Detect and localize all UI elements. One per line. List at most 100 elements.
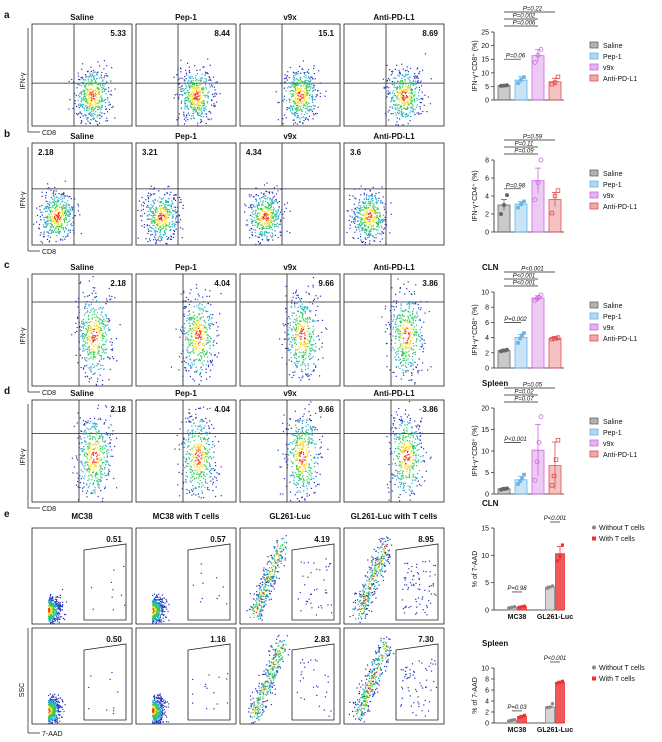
flow-dot	[80, 122, 82, 124]
flow-dot	[165, 199, 167, 201]
flow-dot	[305, 117, 307, 119]
flow-dot	[369, 243, 371, 245]
flow-dot	[402, 98, 404, 100]
flow-dot	[391, 70, 393, 72]
flow-dot	[393, 300, 395, 302]
flow-dot	[193, 107, 195, 109]
flow-dot	[186, 115, 188, 117]
flow-dot	[301, 343, 303, 345]
flow-dot	[409, 81, 411, 84]
flow-dot	[91, 342, 93, 345]
flow-dot	[399, 362, 401, 365]
flow-dot	[300, 344, 302, 346]
flow-dot	[370, 202, 372, 204]
flow-dot	[415, 345, 417, 347]
flow-dot	[418, 333, 420, 335]
flow-dot	[165, 242, 167, 244]
flow-dot	[428, 311, 430, 313]
flow-dot	[406, 108, 408, 110]
flow-dot	[200, 358, 203, 360]
flow-dot	[202, 116, 204, 118]
flow-dot	[92, 108, 94, 110]
flow-dot	[200, 367, 202, 369]
flow-dots	[137, 185, 184, 245]
flow-dot	[187, 90, 189, 92]
flow-dot	[303, 320, 305, 322]
flow-dot	[263, 215, 266, 217]
flow-dot	[69, 229, 71, 231]
flow-dot	[191, 336, 193, 338]
flow-dot	[295, 358, 297, 360]
flow-dot	[146, 225, 148, 227]
flow-dot	[294, 329, 296, 331]
flow-dot	[394, 107, 396, 109]
flow-dot	[198, 109, 200, 111]
flow-dot	[387, 90, 389, 92]
flow-dot	[283, 325, 285, 327]
flow-dot	[159, 224, 161, 227]
flow-dot	[142, 208, 144, 210]
flow-dot	[82, 340, 85, 342]
flow-dot	[358, 210, 360, 212]
flow-dot	[415, 77, 418, 79]
flow-dot	[138, 200, 140, 202]
flow-dot	[72, 229, 74, 231]
flow-dot	[105, 352, 107, 354]
flow-dot	[167, 211, 169, 213]
flow-dot	[197, 100, 199, 103]
flow-dot	[207, 323, 210, 325]
flow-dot	[80, 100, 82, 102]
flow-dot	[89, 99, 92, 102]
flow-dot	[284, 78, 286, 80]
flow-dot	[86, 109, 88, 111]
flow-panel-frame	[135, 23, 237, 127]
flow-dot	[261, 203, 263, 205]
flow-dot	[203, 102, 206, 104]
flow-dot	[197, 320, 199, 322]
flow-dot	[312, 319, 314, 321]
flow-dot	[252, 224, 254, 227]
flow-dot	[402, 75, 404, 77]
flow-dot	[304, 311, 306, 313]
flow-dot	[151, 218, 153, 220]
flow-dot	[208, 316, 211, 318]
flow-dot	[408, 318, 410, 320]
flow-dot	[290, 90, 292, 92]
flow-dot	[102, 83, 104, 85]
flow-dot	[97, 102, 99, 104]
flow-dot	[166, 213, 168, 216]
flow-dot	[159, 230, 161, 232]
flow-dot	[68, 204, 70, 206]
flow-dot	[156, 212, 158, 214]
flow-dot	[373, 240, 375, 242]
flow-dot	[82, 77, 84, 79]
flow-dot	[99, 327, 101, 329]
flow-dot	[358, 188, 360, 190]
flow-dot	[194, 100, 196, 102]
flow-dot	[396, 351, 398, 353]
flow-dot	[274, 214, 276, 216]
flow-dot	[185, 96, 187, 98]
flow-dot	[64, 207, 66, 209]
flow-dot	[419, 348, 421, 350]
flow-dot	[311, 76, 313, 78]
flow-dot	[259, 219, 261, 221]
flow-dot	[393, 349, 395, 351]
flow-dot	[363, 198, 365, 200]
flow-dot	[108, 329, 110, 331]
flow-dot	[42, 224, 45, 226]
flow-dot	[101, 329, 103, 331]
flow-dot	[361, 229, 363, 231]
flow-dot	[303, 352, 305, 354]
flow-dot	[89, 122, 91, 124]
flow-dot	[259, 198, 261, 200]
flow-dot	[149, 214, 151, 216]
flow-dot	[396, 107, 398, 109]
flow-dot	[375, 197, 377, 200]
flow-dot	[196, 86, 198, 89]
flow-dot	[207, 118, 209, 120]
flow-dot	[86, 329, 88, 331]
flow-dot	[410, 90, 412, 92]
flow-dot	[370, 212, 372, 214]
flow-dot	[67, 209, 69, 211]
